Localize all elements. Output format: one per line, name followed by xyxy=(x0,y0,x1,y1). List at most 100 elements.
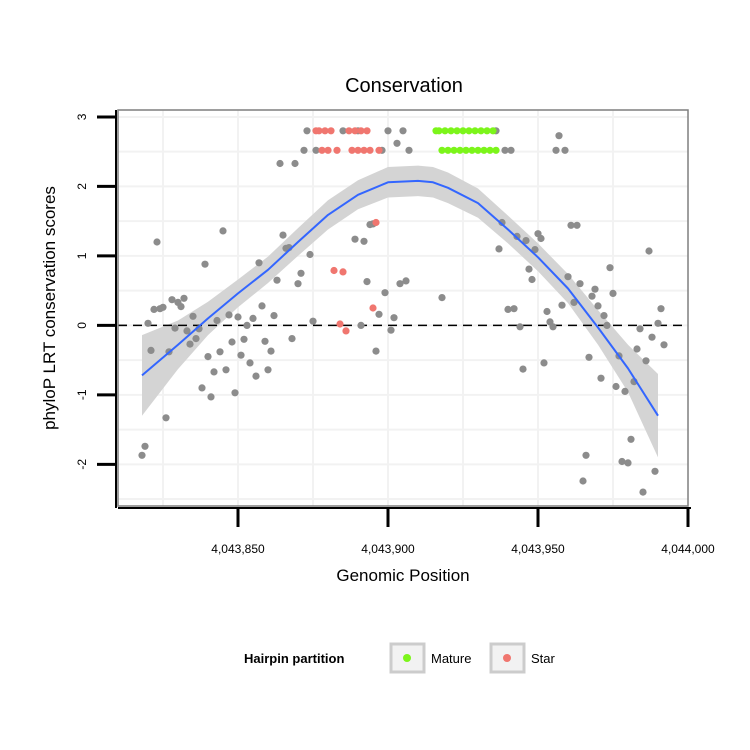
point-other xyxy=(519,365,527,373)
point-other xyxy=(627,435,635,443)
legend: Hairpin partition Mature Star xyxy=(244,642,556,674)
point-star xyxy=(366,146,374,154)
point-other xyxy=(180,294,188,302)
point-star xyxy=(339,268,347,276)
x-tick-label: 4,043,950 xyxy=(511,542,565,556)
point-other xyxy=(171,324,179,332)
point-other xyxy=(222,366,230,374)
legend-swatch-mature xyxy=(403,654,411,662)
point-other xyxy=(357,321,365,329)
point-other xyxy=(657,305,665,313)
point-other xyxy=(381,289,389,297)
point-other xyxy=(636,325,644,333)
x-axis-label: Genomic Position xyxy=(336,566,469,585)
point-other xyxy=(150,305,158,313)
point-other xyxy=(567,221,575,229)
point-other xyxy=(387,326,395,334)
point-mature xyxy=(450,146,458,154)
point-other xyxy=(573,221,581,229)
point-other xyxy=(402,277,410,285)
point-other xyxy=(303,127,311,135)
point-other xyxy=(201,260,209,268)
point-other xyxy=(351,235,359,243)
data-points xyxy=(138,127,668,496)
y-tick-label: -1 xyxy=(75,389,89,400)
point-other xyxy=(228,338,236,346)
point-other xyxy=(288,335,296,343)
point-other xyxy=(198,384,206,392)
point-other xyxy=(363,278,371,286)
smooth-line xyxy=(141,179,659,417)
point-other xyxy=(522,237,530,245)
legend-item-star: Star xyxy=(489,642,556,674)
point-other xyxy=(231,389,239,397)
y-tick-label: -2 xyxy=(75,459,89,470)
point-other xyxy=(639,488,647,496)
point-other xyxy=(660,341,668,349)
point-star xyxy=(348,146,356,154)
point-mature xyxy=(483,127,491,135)
point-other xyxy=(564,273,572,281)
point-mature xyxy=(441,127,449,135)
point-other xyxy=(606,264,614,272)
point-other xyxy=(549,323,557,331)
point-other xyxy=(372,347,380,355)
point-other xyxy=(210,368,218,376)
point-other xyxy=(624,459,632,467)
point-other xyxy=(588,292,596,300)
point-other xyxy=(396,280,404,288)
point-star xyxy=(354,146,362,154)
point-mature xyxy=(468,146,476,154)
legend-item-mature: Mature xyxy=(389,642,471,674)
x-axis: 4,043,850 4,043,900 4,043,950 4,044,000 xyxy=(118,507,715,556)
point-star xyxy=(318,146,326,154)
point-star xyxy=(333,146,341,154)
point-other xyxy=(582,451,590,459)
point-star xyxy=(357,127,365,135)
point-other xyxy=(405,146,413,154)
point-other xyxy=(504,305,512,313)
point-other xyxy=(297,269,305,277)
point-other xyxy=(306,250,314,259)
point-other xyxy=(603,321,611,329)
point-other xyxy=(507,146,515,154)
point-other xyxy=(393,139,401,147)
legend-label-star: Star xyxy=(531,651,556,666)
point-other xyxy=(237,351,245,359)
point-mature xyxy=(474,146,482,154)
point-other xyxy=(516,323,524,331)
point-other xyxy=(642,357,650,365)
y-axis: -2 -1 0 1 2 3 xyxy=(75,110,117,508)
point-mature xyxy=(492,146,500,154)
point-star xyxy=(345,127,353,135)
point-other xyxy=(633,345,641,353)
y-tick-label: 2 xyxy=(75,183,89,190)
point-other xyxy=(273,276,281,284)
confidence-band xyxy=(142,165,658,458)
point-other xyxy=(216,348,224,356)
point-other xyxy=(648,333,656,341)
point-other xyxy=(186,340,194,348)
point-other xyxy=(246,359,254,367)
point-star xyxy=(375,146,383,154)
point-other xyxy=(510,305,518,313)
point-other xyxy=(576,280,584,288)
point-star xyxy=(369,304,377,312)
point-other xyxy=(177,303,185,311)
point-other xyxy=(579,477,587,485)
point-star xyxy=(360,146,368,154)
point-other xyxy=(525,265,533,273)
point-other xyxy=(654,319,662,327)
point-other xyxy=(501,146,509,154)
point-other xyxy=(141,442,149,450)
point-other xyxy=(612,382,620,391)
point-other xyxy=(597,374,605,382)
point-other xyxy=(570,298,578,306)
point-mature xyxy=(480,146,488,154)
point-star xyxy=(315,127,323,135)
point-mature xyxy=(489,127,497,135)
point-other xyxy=(255,259,263,267)
legend-swatch-star xyxy=(503,654,511,662)
point-other xyxy=(651,467,659,475)
point-star xyxy=(363,127,371,135)
